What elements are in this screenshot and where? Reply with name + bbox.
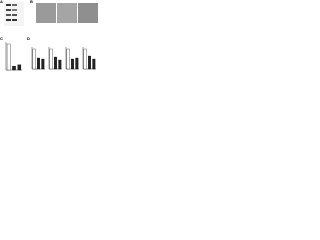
bar [92, 58, 96, 70]
bar [32, 48, 36, 70]
bar [54, 56, 57, 70]
band [12, 14, 17, 16]
panel-label: C [0, 36, 3, 41]
micrographs [36, 3, 98, 23]
band [6, 14, 11, 16]
bar [41, 58, 45, 70]
micrograph [36, 3, 56, 23]
micrograph [78, 3, 98, 23]
bar [66, 48, 70, 70]
band [12, 19, 17, 21]
bar [17, 64, 22, 71]
western-blot [4, 2, 24, 26]
bar [58, 59, 62, 70]
bar [71, 58, 74, 70]
band [6, 19, 11, 21]
panel-label: B [30, 0, 33, 4]
bar-charts [5, 42, 96, 71]
micrograph [57, 3, 77, 23]
bar [6, 43, 11, 71]
bar [37, 57, 40, 70]
bar [83, 48, 87, 70]
band [6, 4, 11, 6]
band [6, 9, 11, 11]
band [12, 4, 17, 6]
figure: A B C D [0, 0, 98, 71]
bar [75, 57, 79, 70]
panel-label: A [0, 0, 3, 4]
panel-label: D [27, 36, 30, 41]
band [12, 9, 17, 11]
bar [12, 65, 16, 71]
bar [49, 48, 53, 70]
bar [88, 55, 91, 70]
